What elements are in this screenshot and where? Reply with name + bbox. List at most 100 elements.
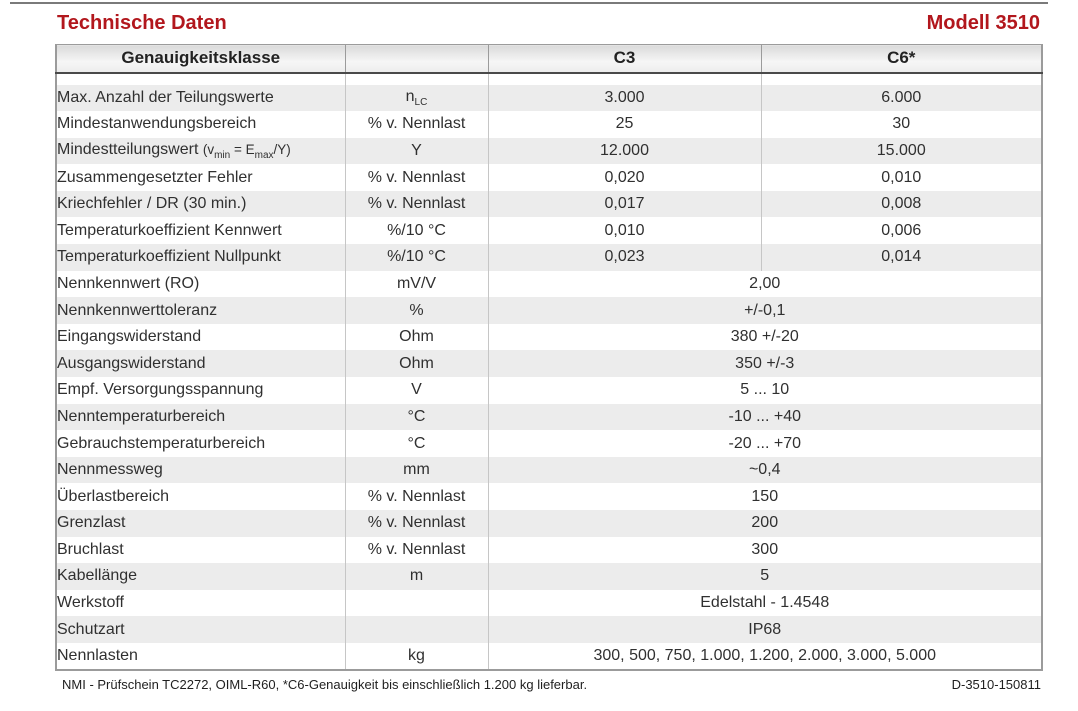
row-unit-cell: [345, 589, 489, 617]
row-label-cell: Grenzlast: [56, 510, 346, 537]
row-label-cell: Schutzart: [56, 616, 346, 643]
row-value-span-cell: 300, 500, 750, 1.000, 1.200, 2.000, 3.00…: [593, 646, 936, 664]
cell-text: mV/V: [396, 274, 437, 292]
spacer-cell: [761, 72, 1042, 85]
row-value-span-cell: 200: [488, 510, 1042, 537]
row-label-cell: Nennlasten: [56, 642, 346, 670]
table-row: Mindestanwendungsbereich % v. Nennlast 25 3…: [56, 111, 1042, 138]
row-label-cell: Werkstoff: [56, 589, 346, 617]
cell-text: Eingangswiderstand: [57, 328, 202, 346]
row-label-cell: Zusammengesetzter Fehler: [56, 164, 346, 191]
subscript-text: max: [254, 149, 274, 161]
cell-text: V: [411, 381, 422, 399]
cell-text: m: [409, 567, 424, 585]
row-label-cell: Nennkennwerttoleranz: [56, 297, 346, 324]
cell-text: Kriechfehler / DR (30 min.): [57, 195, 247, 213]
cell-text: % v. Nennlast: [367, 487, 466, 505]
row-label-cell: Ausgangswiderstand: [56, 350, 346, 378]
row-unit-cell: mm: [345, 456, 489, 484]
top-divider: [10, 2, 1048, 4]
footer-note: NMI - Prüfschein TC2272, OIML-R60, *C6-G…: [62, 676, 588, 692]
table-row: Mindestteilungswert (vmin = Emax/Y) Y 12.0…: [56, 137, 1042, 165]
spacer-cell: [345, 72, 489, 85]
cell-text: /Y): [273, 141, 291, 157]
row-label-cell: Mindestteilungswert (vmin = Emax/Y): [56, 137, 346, 165]
table-row: Kriechfehler / DR (30 min.) % v. Nennlast…: [56, 190, 1042, 218]
table-row: Max. Anzahl der Teilungswerte nLC 3.000 6.0…: [56, 84, 1042, 112]
cell-text: Nennkennwerttoleranz: [57, 301, 218, 319]
table-row: Zusammengesetzter Fehler % v. Nennlast 0,0…: [56, 164, 1042, 191]
cell-text: Nenntemperaturbereich: [57, 407, 226, 425]
table-row: Bruchlast % v. Nennlast 300: [56, 536, 1042, 564]
row-unit-cell: mV/V: [345, 270, 489, 298]
table-row: Ausgangswiderstand Ohm 350 +/-3: [56, 350, 1042, 378]
cell-text: Überlastbereich: [57, 487, 170, 505]
row-unit-cell: kg: [345, 642, 489, 670]
subscript-text: LC: [414, 96, 428, 108]
row-c3-value-cell: 0,023: [488, 244, 762, 271]
row-value-span-cell: 300: [751, 540, 779, 558]
cell-text: Nennkennwert (RO): [57, 274, 200, 292]
table-row: Empf. Versorgungsspannung V 5 ... 10: [56, 377, 1042, 404]
row-value-span-cell: ~0,4: [488, 456, 1042, 484]
row-value-span-cell: -20 ... +70: [728, 434, 802, 452]
cell-text: Gebrauchstemperaturbereich: [57, 434, 266, 452]
table-row: Schutzart IP68: [56, 616, 1042, 643]
cell-text: kg: [408, 646, 425, 664]
row-unit-cell: %: [345, 297, 489, 324]
cell-text: Ausgangswiderstand: [57, 354, 206, 372]
row-label-cell: Kabellänge: [56, 563, 346, 590]
spacer-row: [56, 72, 1042, 85]
table-row: Gebrauchstemperaturbereich °C -20 ... +70: [56, 430, 1042, 457]
row-label-cell: Kriechfehler / DR (30 min.): [56, 190, 346, 218]
header-c3: C3: [488, 44, 762, 74]
cell-text: Mindestanwendungsbereich: [57, 115, 257, 133]
cell-text: Nennlasten: [57, 646, 138, 664]
technical-data-table: Genauigkeitsklasse C3 C6* Max. Anzahl de…: [55, 44, 1043, 671]
row-label-cell: Nennmessweg: [56, 456, 346, 484]
cell-text: %/10 °C: [387, 221, 446, 239]
row-unit-cell: nLC: [345, 84, 489, 112]
table-row: Temperaturkoeffizient Kennwert %/10 °C 0,0…: [56, 217, 1042, 245]
row-value-span-cell: -10 ... +40: [488, 403, 1042, 431]
row-c3-value-cell: 0,017: [488, 190, 762, 218]
row-c6-value-cell: 0,006: [881, 221, 922, 239]
row-label-cell: Gebrauchstemperaturbereich: [56, 430, 346, 457]
table-row: Nennkennwert (RO) mV/V 2,00: [56, 270, 1042, 298]
cell-text: Zusammengesetzter Fehler: [57, 168, 253, 186]
row-c3-value-cell: 25: [488, 111, 762, 138]
table-header-row: Genauigkeitsklasse C3 C6*: [56, 44, 1042, 74]
row-unit-cell: Ohm: [345, 350, 489, 378]
row-unit-cell: °C: [345, 430, 489, 457]
cell-text: Max. Anzahl der Teilungswerte: [57, 88, 274, 106]
row-c3-value-cell: 0,010: [488, 217, 762, 245]
table-row: Überlastbereich % v. Nennlast 150: [56, 483, 1042, 510]
cell-text: Temperaturkoeffizient Kennwert: [57, 221, 282, 239]
row-label-cell: Nennkennwert (RO): [56, 270, 346, 298]
row-c3-value-cell: 0,020: [488, 164, 762, 191]
row-unit-cell: %/10 °C: [345, 244, 489, 271]
row-unit-cell: m: [345, 563, 489, 590]
row-c6-value-cell: 30: [892, 115, 911, 133]
row-c3-value-cell: 12.000: [488, 137, 762, 165]
cell-text: %: [409, 301, 424, 319]
table-row: Nennkennwerttoleranz% +/-0,1: [56, 297, 1042, 324]
spacer-cell: [56, 72, 346, 85]
row-value-span-cell: 2,00: [749, 274, 781, 292]
cell-text: %/10 °C: [387, 248, 446, 266]
row-label-cell: Bruchlast: [56, 536, 346, 564]
row-c6-value-cell: 6.000: [761, 84, 1042, 112]
cell-text: Ohm: [399, 328, 434, 346]
row-label-cell: Max. Anzahl der Teilungswerte: [56, 84, 346, 112]
table-row: Kabellänge m 5: [56, 563, 1042, 590]
table-row: Nenntemperaturbereich °C -10 ... +40: [56, 403, 1042, 431]
row-label-cell: Temperaturkoeffizient Kennwert: [56, 217, 346, 245]
datasheet-page: Technische Daten Modell 3510 Genauigkeit…: [0, 2, 1078, 692]
header-genauigkeitsklasse: Genauigkeitsklasse: [56, 44, 346, 74]
footer-row: NMI - Prüfschein TC2272, OIML-R60, *C6-G…: [55, 677, 1041, 692]
table-row: Temperaturkoeffizient Nullpunkt %/10 °C 0,…: [56, 244, 1042, 271]
row-unit-cell: %/10 °C: [345, 217, 489, 245]
cell-text: °C: [407, 434, 426, 452]
row-value-span-cell: 5: [488, 563, 1042, 590]
cell-text: mm: [403, 461, 430, 479]
